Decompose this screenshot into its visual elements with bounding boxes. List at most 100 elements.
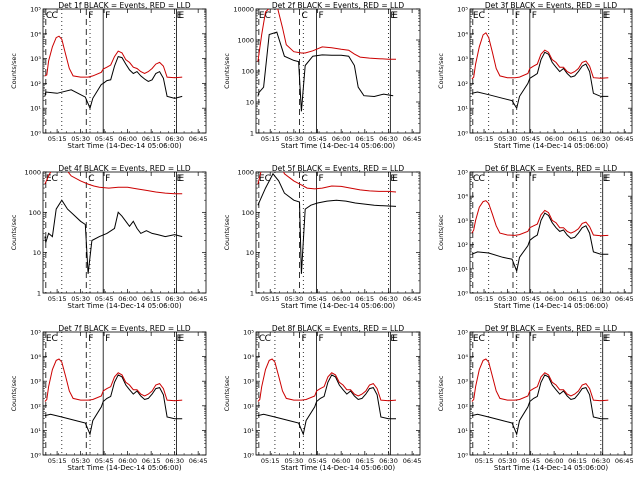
marker-letter: C bbox=[265, 174, 271, 184]
y-tick-label: 1000 bbox=[24, 169, 41, 177]
x-tick-label: 05:30 bbox=[284, 135, 303, 143]
x-tick-label: 05:30 bbox=[71, 457, 90, 465]
marker-letter: C bbox=[478, 11, 484, 21]
x-tick-label: 05:15 bbox=[261, 295, 280, 303]
marker-letter: E bbox=[390, 334, 396, 344]
marker-letter: F bbox=[319, 174, 324, 184]
marker-letter: F bbox=[105, 334, 110, 344]
marker-letter: E bbox=[605, 334, 611, 344]
x-tick-label: 06:15 bbox=[568, 457, 587, 465]
y-axis-label: Counts/sec bbox=[437, 375, 445, 411]
x-tick-label: 06:00 bbox=[118, 457, 137, 465]
y-tick-label: 10⁴ bbox=[30, 353, 41, 361]
marker-letter: E bbox=[392, 334, 398, 344]
y-tick-label: 100 bbox=[242, 68, 254, 76]
x-tick-label: 05:45 bbox=[95, 135, 114, 143]
x-axis-label: Start Time (14-Dec-14 05:06:00) bbox=[67, 302, 181, 310]
x-tick-label: 06:30 bbox=[591, 135, 610, 143]
marker-letter: F bbox=[105, 174, 110, 184]
x-tick-label: 06:00 bbox=[332, 295, 351, 303]
y-tick-label: 10⁵ bbox=[243, 329, 254, 337]
x-tick-label: 06:45 bbox=[403, 457, 422, 465]
x-axis-label: Start Time (14-Dec-14 05:06:00) bbox=[67, 142, 181, 150]
x-tick-label: 05:45 bbox=[521, 135, 540, 143]
marker-letter: E bbox=[259, 11, 265, 21]
marker-letter: F bbox=[105, 11, 110, 21]
y-tick-label: 1 bbox=[250, 290, 254, 298]
lld-series-line bbox=[257, 9, 396, 62]
marker-letter: E bbox=[392, 174, 398, 184]
y-tick-label: 10² bbox=[457, 402, 468, 410]
y-tick-label: 10³ bbox=[30, 55, 41, 63]
marker-letter: F bbox=[515, 174, 520, 184]
y-tick-label: 10⁴ bbox=[30, 30, 41, 38]
chart-panel: Det 5f BLACK = Events, RED = LLD 1 10 100 10… bbox=[223, 164, 421, 310]
y-tick-label: 10⁵ bbox=[457, 329, 468, 337]
y-tick-label: 10¹ bbox=[30, 105, 41, 113]
marker-letter: C bbox=[478, 334, 484, 344]
x-tick-label: 06:30 bbox=[379, 295, 398, 303]
marker-letter: E bbox=[605, 174, 611, 184]
x-tick-label: 06:15 bbox=[142, 135, 161, 143]
x-tick-label: 05:45 bbox=[95, 457, 114, 465]
y-tick-label: 10⁴ bbox=[457, 30, 468, 38]
marker-letter: E bbox=[603, 334, 609, 344]
chart-title: Det 8f BLACK = Events, RED = LLD bbox=[272, 324, 405, 333]
x-tick-label: 06:30 bbox=[379, 135, 398, 143]
x-tick-label: 05:45 bbox=[521, 295, 540, 303]
marker-letter: C bbox=[52, 174, 58, 184]
chart-panel: Det 7f BLACK = Events, RED = LLD 10⁰ 10¹ 10… bbox=[10, 324, 208, 472]
y-tick-label: 10⁵ bbox=[457, 6, 468, 14]
x-tick-label: 06:45 bbox=[189, 295, 208, 303]
marker-letter: E bbox=[177, 174, 183, 184]
lld-series-line bbox=[257, 358, 397, 402]
y-tick-label: 10⁵ bbox=[457, 169, 468, 177]
chart-panel: Det 6f BLACK = Events, RED = LLD 10⁰ 10¹ 10… bbox=[437, 164, 634, 310]
x-tick-label: 06:00 bbox=[332, 457, 351, 465]
events-series-line bbox=[44, 374, 183, 436]
marker-letter: E bbox=[46, 334, 52, 344]
events-series-line bbox=[257, 31, 394, 112]
y-tick-label: 1 bbox=[37, 290, 41, 298]
chart-panel: Det 4f BLACK = Events, RED = LLD 1 10 100 10… bbox=[10, 164, 208, 310]
y-axis-label: Counts/sec bbox=[223, 375, 231, 411]
y-tick-label: 10 bbox=[246, 249, 254, 257]
x-tick-label: 06:30 bbox=[165, 457, 184, 465]
x-tick-label: 06:30 bbox=[379, 457, 398, 465]
marker-letter: F bbox=[88, 11, 93, 21]
y-tick-label: 10² bbox=[457, 241, 468, 249]
marker-letter: E bbox=[46, 174, 52, 184]
plot-frame bbox=[42, 331, 207, 456]
y-tick-label: 1000 bbox=[237, 37, 254, 45]
x-tick-label: 06:15 bbox=[568, 295, 587, 303]
y-tick-label: 10⁰ bbox=[457, 290, 468, 298]
events-series-line bbox=[44, 199, 183, 274]
chart-title: Det 1f BLACK = Events, RED = LLD bbox=[58, 1, 191, 10]
x-tick-label: 06:45 bbox=[615, 135, 634, 143]
x-tick-label: 06:45 bbox=[189, 135, 208, 143]
marker-letter: E bbox=[603, 174, 609, 184]
y-tick-label: 10 bbox=[246, 99, 254, 107]
x-tick-label: 05:15 bbox=[48, 295, 67, 303]
x-tick-label: 06:45 bbox=[189, 457, 208, 465]
marker-letter: C bbox=[52, 334, 58, 344]
plot-frame bbox=[469, 8, 633, 134]
x-tick-label: 05:15 bbox=[475, 135, 494, 143]
y-axis-label: Counts/sec bbox=[10, 53, 18, 89]
marker-letter: F bbox=[532, 334, 537, 344]
x-tick-label: 05:30 bbox=[284, 295, 303, 303]
x-tick-label: 06:00 bbox=[118, 135, 137, 143]
marker-letter: E bbox=[605, 11, 611, 21]
y-tick-label: 1000 bbox=[237, 169, 254, 177]
lld-series-line bbox=[44, 35, 183, 79]
marker-letter: E bbox=[259, 174, 265, 184]
marker-letter: F bbox=[515, 11, 520, 21]
marker-letter: C bbox=[301, 174, 307, 184]
y-tick-label: 10² bbox=[457, 80, 468, 88]
y-tick-label: 10¹ bbox=[243, 427, 254, 435]
x-axis-label: Start Time (14-Dec-14 05:06:00) bbox=[67, 464, 181, 472]
marker-letter: C bbox=[259, 334, 265, 344]
y-tick-label: 10⁰ bbox=[243, 452, 254, 460]
x-axis-label: Start Time (14-Dec-14 05:06:00) bbox=[494, 302, 608, 310]
